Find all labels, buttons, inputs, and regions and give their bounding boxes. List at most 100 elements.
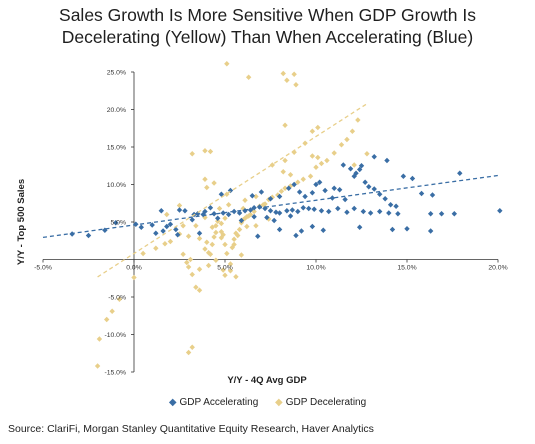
y-tick-label: 15.0% [107, 145, 126, 152]
data-point [457, 170, 463, 176]
data-point [287, 213, 294, 219]
data-point [355, 117, 361, 123]
data-point [429, 192, 436, 198]
data-point [275, 192, 281, 198]
x-axis-title: Y/Y - 4Q Avg GDP [227, 375, 307, 386]
data-point [189, 217, 195, 223]
data-point [384, 157, 390, 164]
data-point [335, 205, 341, 212]
data-point [300, 205, 306, 211]
data-point [347, 166, 354, 172]
data-point [220, 267, 226, 273]
data-point [309, 153, 316, 159]
data-point [271, 217, 277, 224]
data-point [167, 238, 174, 245]
data-point [104, 316, 110, 323]
data-point [174, 232, 181, 238]
data-point [293, 82, 299, 88]
data-point [253, 193, 259, 200]
data-point [225, 211, 232, 218]
data-point [280, 169, 286, 175]
data-point [395, 211, 401, 217]
data-point [216, 205, 223, 212]
data-point [291, 71, 297, 77]
data-point [247, 211, 254, 218]
data-point [336, 187, 343, 193]
data-point [309, 190, 316, 196]
data-point [276, 210, 283, 216]
data-point [269, 194, 276, 200]
y-tick-label: 10.0% [107, 182, 126, 189]
data-point [160, 228, 166, 234]
data-point [284, 208, 290, 214]
data-point [245, 74, 252, 80]
legend-label-decelerating: GDP Decelerating [285, 397, 367, 408]
y-tick-label: -10.0% [104, 332, 126, 339]
data-point [204, 184, 210, 191]
data-point [224, 61, 230, 67]
data-point [94, 363, 101, 369]
data-point [204, 239, 210, 245]
data-point [258, 189, 265, 195]
data-point [309, 223, 316, 230]
data-point [353, 170, 359, 176]
data-point [344, 209, 350, 215]
data-point [295, 179, 301, 185]
data-point [438, 211, 445, 217]
data-point [329, 195, 336, 201]
data-point [322, 187, 328, 194]
data-point [340, 162, 346, 168]
data-point [316, 179, 323, 185]
data-point [149, 222, 155, 228]
data-point [222, 241, 228, 248]
data-point [276, 226, 283, 233]
x-tick-label: -5.0% [34, 265, 52, 272]
chart-title-line-2: Decelerating (Yellow) Than When Accelera… [61, 27, 474, 47]
data-point [249, 193, 255, 199]
data-point [215, 218, 221, 224]
data-point [184, 259, 190, 266]
data-point [291, 149, 297, 155]
data-point [140, 250, 146, 257]
data-point [213, 257, 219, 263]
data-point [291, 181, 297, 188]
data-point [324, 157, 330, 164]
trend-lines [42, 103, 499, 278]
data-point [362, 179, 368, 185]
data-point [427, 211, 434, 217]
data-point [264, 214, 270, 221]
data-point [262, 201, 268, 207]
data-point [215, 215, 221, 221]
data-point [366, 184, 372, 190]
data-point [180, 251, 186, 257]
data-point [315, 124, 321, 131]
data-point [309, 128, 316, 134]
x-tick-label: 0.0% [126, 265, 142, 272]
data-point [371, 154, 377, 160]
data-point [497, 208, 503, 214]
data-point [202, 148, 208, 154]
x-tick-label: 5.0% [217, 265, 233, 272]
data-point [393, 203, 399, 209]
data-point [209, 241, 215, 248]
data-point [176, 202, 183, 209]
source-note: Source: ClariFi, Morgan Stanley Quantita… [8, 423, 374, 435]
series-decelerating [94, 61, 370, 369]
data-point [202, 208, 208, 215]
data-point [158, 208, 164, 214]
data-point [222, 215, 228, 221]
data-point [229, 244, 235, 251]
data-point [153, 245, 159, 251]
data-point [311, 206, 317, 212]
data-point [295, 208, 301, 215]
data-point [300, 176, 306, 182]
data-point [306, 205, 312, 212]
data-point [185, 264, 192, 270]
data-point [342, 196, 348, 203]
y-tick-label: 20.0% [107, 107, 126, 114]
data-point [205, 250, 212, 256]
x-tick-label: 15.0% [397, 265, 416, 272]
data-point [318, 208, 325, 214]
data-point [371, 186, 377, 192]
data-point [280, 70, 286, 77]
